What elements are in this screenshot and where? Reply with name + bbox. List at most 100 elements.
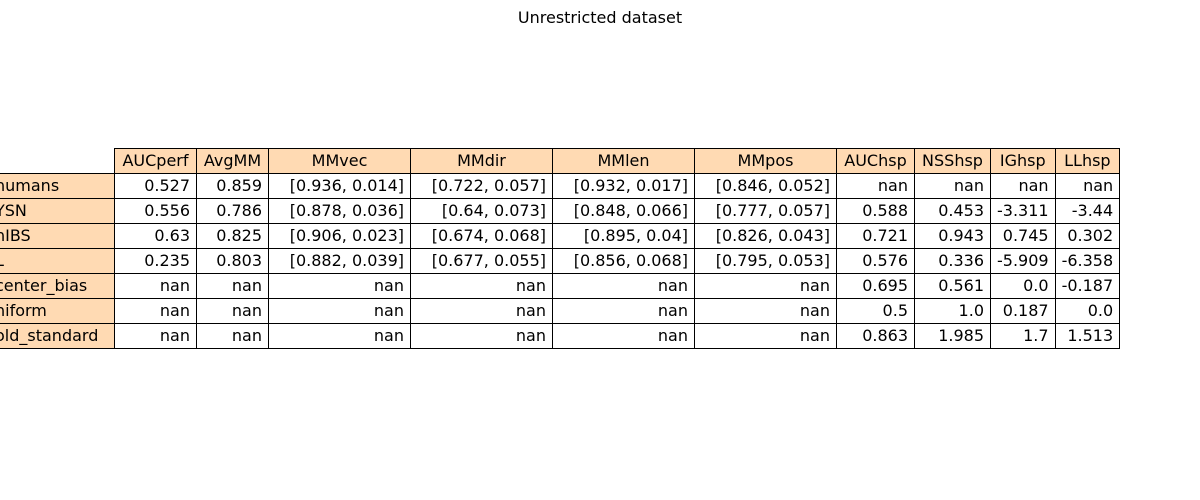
table-row: old_standard nan nan nan nan nan nan 0.863 1.985…: [0, 323, 1121, 349]
table-cell: 0.527: [114, 173, 197, 199]
row-header: humans: [0, 173, 115, 199]
table-cell: nan: [410, 323, 553, 349]
table-cell: nan: [694, 323, 837, 349]
table-cell: 0.187: [990, 298, 1056, 324]
table-cell: 0.576: [836, 248, 915, 274]
results-table-container: AUCperf AvgMM MMvec MMdir MMlen MMpos AUChsp NS…: [0, 148, 1121, 349]
column-header: AUCperf: [114, 148, 197, 174]
table-cell: [0.777, 0.057]: [694, 198, 837, 224]
table-cell: nan: [694, 273, 837, 299]
table-cell: -6.358: [1054, 248, 1121, 274]
table-cell: 0.235: [114, 248, 197, 274]
column-header: MMdir: [410, 148, 553, 174]
header-row: AUCperf AvgMM MMvec MMdir MMlen MMpos AUChsp NS…: [0, 148, 1121, 174]
table-row: center_bias nan nan nan nan nan nan 0.695 0.561 0…: [0, 273, 1121, 299]
table-cell: [0.878, 0.036]: [268, 198, 411, 224]
table-cell: 0.453: [914, 198, 991, 224]
table-cell: nan: [268, 298, 411, 324]
table-cell: 0.302: [1054, 223, 1121, 249]
row-header: nIBS: [0, 223, 115, 249]
column-header: MMvec: [268, 148, 411, 174]
table-cell: -5.909: [990, 248, 1056, 274]
table-row: nIBS 0.63 0.825 [0.906, 0.023] [0.674, 0.068…: [0, 223, 1121, 249]
table-cell: [0.677, 0.055]: [410, 248, 553, 274]
column-header: LLhsp: [1054, 148, 1121, 174]
row-header: L: [0, 248, 115, 274]
table-cell: [0.846, 0.052]: [694, 173, 837, 199]
table-cell: 0.561: [914, 273, 991, 299]
table-cell: nan: [552, 273, 695, 299]
table-cell: 0.695: [836, 273, 915, 299]
table-cell: nan: [114, 298, 197, 324]
column-header: AvgMM: [196, 148, 269, 174]
table-cell: 0.863: [836, 323, 915, 349]
table-cell: [0.856, 0.068]: [552, 248, 695, 274]
table-cell: 1.0: [914, 298, 991, 324]
table-cell: nan: [836, 173, 915, 199]
table-cell: 0.588: [836, 198, 915, 224]
table-cell: 0.63: [114, 223, 197, 249]
row-header: YSN: [0, 198, 115, 224]
table-cell: nan: [552, 323, 695, 349]
table-cell: [0.826, 0.043]: [694, 223, 837, 249]
table-cell: -3.311: [990, 198, 1056, 224]
table-cell: [0.906, 0.023]: [268, 223, 411, 249]
column-header: AUChsp: [836, 148, 915, 174]
table-cell: 0.803: [196, 248, 269, 274]
table-cell: nan: [196, 273, 269, 299]
table-cell: 1.7: [990, 323, 1056, 349]
table-cell: nan: [114, 323, 197, 349]
table-cell: 0.5: [836, 298, 915, 324]
table-cell: 0.859: [196, 173, 269, 199]
table-cell: nan: [552, 298, 695, 324]
table-cell: nan: [694, 298, 837, 324]
table-cell: nan: [268, 273, 411, 299]
table-row: niform nan nan nan nan nan nan 0.5 1.0 0.187 0.0: [0, 298, 1121, 324]
table-cell: nan: [196, 323, 269, 349]
table-cell: nan: [196, 298, 269, 324]
table-cell: [0.932, 0.017]: [552, 173, 695, 199]
row-header: old_standard: [0, 323, 115, 349]
table-cell: 0.786: [196, 198, 269, 224]
table-cell: -0.187: [1054, 273, 1121, 299]
chart-title: Unrestricted dataset: [517, 8, 683, 27]
table-cell: [0.722, 0.057]: [410, 173, 553, 199]
table-body: humans 0.527 0.859 [0.936, 0.014] [0.722, 0.…: [0, 173, 1121, 349]
row-header: center_bias: [0, 273, 115, 299]
table-cell: 1.513: [1054, 323, 1121, 349]
table-cell: 0.745: [990, 223, 1056, 249]
table-cell: nan: [410, 273, 553, 299]
table-cell: 0.556: [114, 198, 197, 224]
table-cell: -3.44: [1054, 198, 1121, 224]
table-cell: nan: [1054, 173, 1121, 199]
table-cell: 0.721: [836, 223, 915, 249]
table-cell: [0.895, 0.04]: [552, 223, 695, 249]
column-header: MMpos: [694, 148, 837, 174]
table-cell: 0.0: [990, 273, 1056, 299]
table-cell: nan: [410, 298, 553, 324]
table-cell: 0.0: [1054, 298, 1121, 324]
table-cell: [0.936, 0.014]: [268, 173, 411, 199]
column-header: NSShsp: [914, 148, 991, 174]
column-header: MMlen: [552, 148, 695, 174]
table-cell: [0.848, 0.066]: [552, 198, 695, 224]
table-cell: 0.825: [196, 223, 269, 249]
table-cell: nan: [990, 173, 1056, 199]
table-cell: [0.882, 0.039]: [268, 248, 411, 274]
table-cell: [0.64, 0.073]: [410, 198, 553, 224]
column-header: IGhsp: [990, 148, 1056, 174]
table-row: humans 0.527 0.859 [0.936, 0.014] [0.722, 0.…: [0, 173, 1121, 199]
table-cell: [0.795, 0.053]: [694, 248, 837, 274]
table-cell: nan: [268, 323, 411, 349]
table-cell: 0.943: [914, 223, 991, 249]
table-cell: 1.985: [914, 323, 991, 349]
table-cell: [0.674, 0.068]: [410, 223, 553, 249]
row-header: niform: [0, 298, 115, 324]
table-cell: 0.336: [914, 248, 991, 274]
table-cell: nan: [914, 173, 991, 199]
table-corner: [0, 149, 115, 174]
results-table: AUCperf AvgMM MMvec MMdir MMlen MMpos AUChsp NS…: [0, 148, 1121, 349]
table-cell: nan: [114, 273, 197, 299]
